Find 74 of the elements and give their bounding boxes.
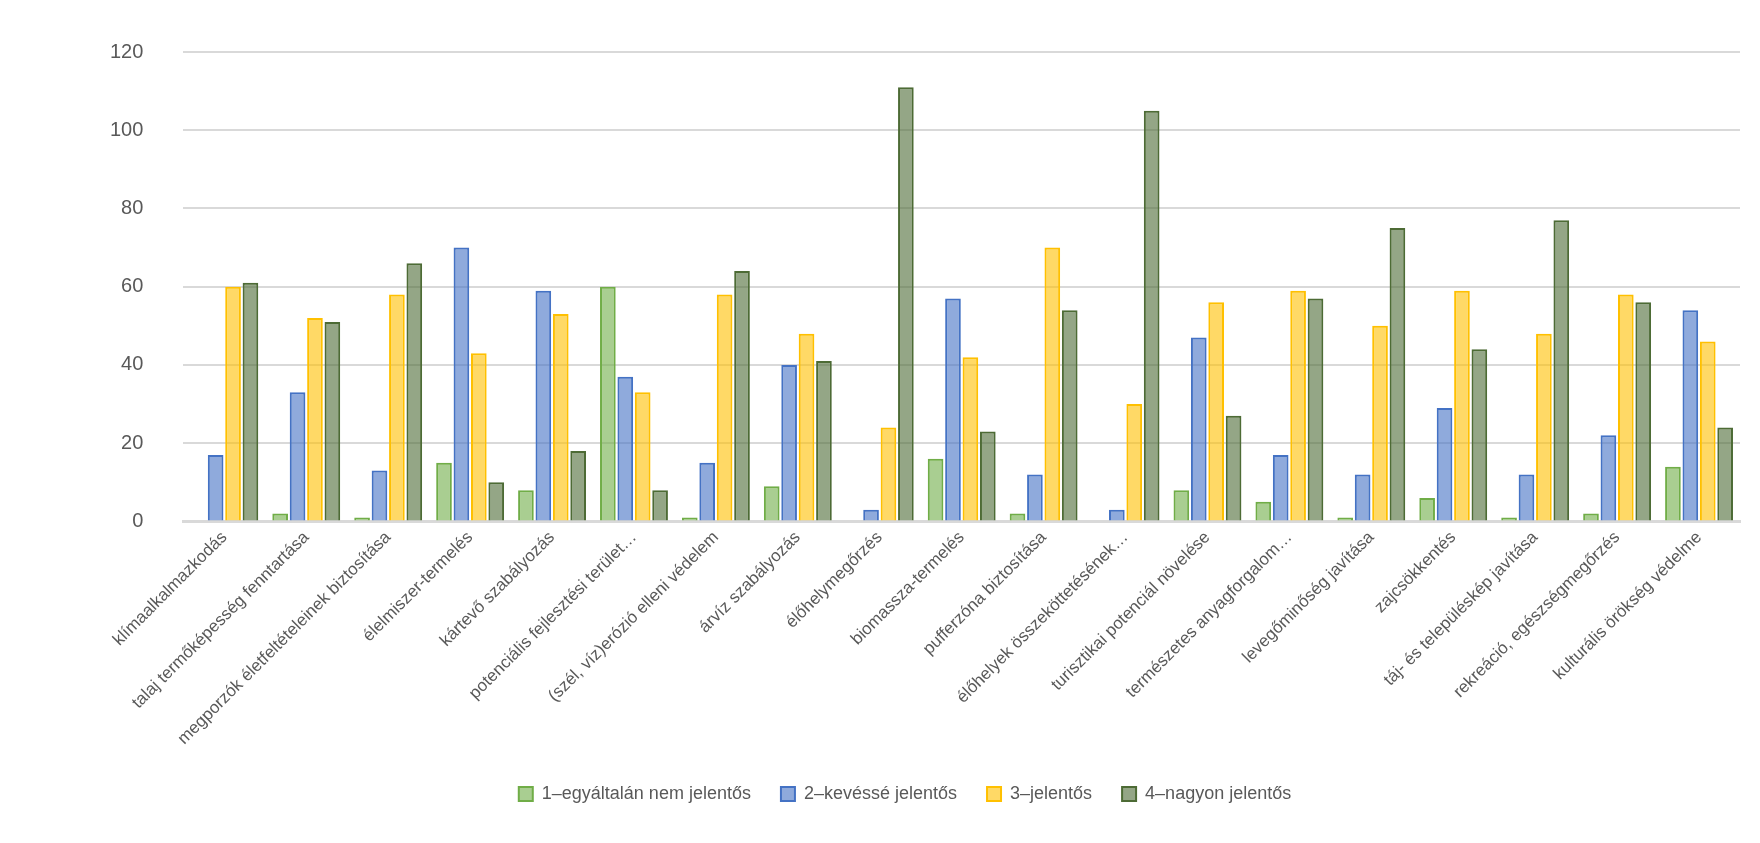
legend-label: 3–jelentős <box>1010 782 1093 803</box>
bar <box>634 392 651 521</box>
bar <box>1471 349 1488 521</box>
bar <box>570 451 586 521</box>
bar <box>1600 435 1617 521</box>
bar <box>1717 427 1733 521</box>
bar <box>781 364 797 521</box>
bar <box>436 462 452 521</box>
bar <box>1143 110 1160 521</box>
bar <box>617 376 634 521</box>
bar <box>535 290 552 521</box>
bar <box>289 392 306 521</box>
y-tick-label: 60 <box>121 274 144 297</box>
bar <box>552 314 569 521</box>
bar <box>406 263 423 521</box>
bar <box>1436 407 1453 521</box>
y-tick-label: 40 <box>121 352 144 375</box>
y-tick-label: 100 <box>109 117 144 140</box>
bar <box>1272 454 1289 521</box>
y-tick-label: 0 <box>132 508 144 531</box>
bar <box>1518 474 1535 521</box>
bar <box>945 298 961 521</box>
bar <box>716 294 733 521</box>
bar <box>927 458 944 521</box>
bar <box>880 427 897 521</box>
bar <box>600 286 616 521</box>
bar <box>1682 310 1699 521</box>
bar <box>962 357 979 521</box>
bar <box>518 490 534 521</box>
bar <box>1307 298 1324 521</box>
bar <box>979 431 996 521</box>
bar <box>1126 404 1143 521</box>
legend-label: 4–nagyon jelentős <box>1145 782 1292 803</box>
bar <box>488 482 505 521</box>
bar <box>1419 497 1435 521</box>
bar <box>1290 290 1306 521</box>
bar <box>1635 302 1652 521</box>
bar <box>1354 474 1371 521</box>
bar <box>470 353 487 521</box>
bar <box>1536 333 1552 521</box>
bar <box>763 486 780 521</box>
bar <box>1699 341 1716 521</box>
y-tick-label: 20 <box>121 430 144 453</box>
bar <box>1027 474 1043 521</box>
bar <box>1372 325 1388 521</box>
bar <box>324 321 341 521</box>
legend-label: 2–kevéssé jelentős <box>803 782 958 803</box>
bar <box>816 361 832 521</box>
bar <box>1553 220 1570 521</box>
bar <box>798 333 815 521</box>
bar <box>453 247 470 521</box>
bar <box>1665 466 1681 521</box>
y-tick-label: 80 <box>121 195 144 218</box>
bar <box>1389 228 1406 521</box>
bar <box>1044 247 1061 521</box>
y-tick-label: 120 <box>109 39 144 62</box>
bar <box>371 470 388 521</box>
bar <box>307 318 323 521</box>
bar <box>207 454 224 521</box>
bar <box>1190 337 1207 521</box>
bar <box>734 271 750 521</box>
bar <box>1454 290 1470 521</box>
bar <box>389 294 405 521</box>
bar <box>242 282 259 521</box>
bar <box>1225 415 1242 521</box>
bar <box>225 286 241 521</box>
bar <box>1173 490 1190 521</box>
legend-label: 1–egyáltalán nem jelentős <box>541 782 751 803</box>
bar <box>898 87 914 521</box>
bar <box>699 462 716 521</box>
bar <box>1061 310 1078 521</box>
bar <box>1617 294 1634 521</box>
bar <box>1208 302 1225 521</box>
bar <box>652 490 668 521</box>
